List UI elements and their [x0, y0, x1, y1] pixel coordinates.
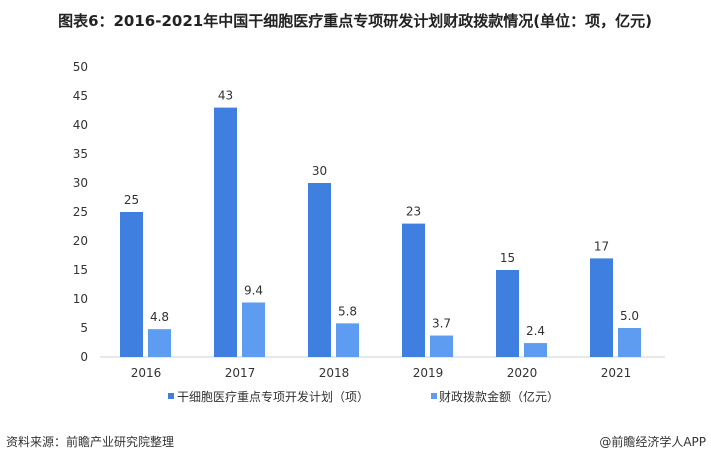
bar-projects	[496, 270, 519, 357]
source-note: 资料来源：前瞻产业研究院整理	[6, 434, 174, 449]
x-axis: 2016 2017 2018 2019 2020 2021	[131, 366, 632, 380]
y-tick-label: 5	[80, 321, 88, 335]
y-tick-label: 40	[73, 118, 88, 132]
y-tick-label: 50	[73, 60, 88, 74]
data-label: 23	[406, 205, 421, 219]
data-label: 3.7	[432, 317, 451, 331]
x-tick-label: 2016	[131, 366, 162, 380]
y-tick-label: 30	[73, 176, 88, 190]
y-tick-label: 15	[73, 263, 88, 277]
data-label: 25	[124, 193, 139, 207]
legend-swatch-funding	[431, 393, 437, 399]
x-tick-label: 2019	[413, 366, 444, 380]
bar-funding	[524, 343, 547, 357]
bar-funding	[242, 302, 265, 357]
y-tick-label: 35	[73, 147, 88, 161]
bars: 25 4.8 43 9.4 30 5.8 23 3.7 15 2.4 17 5.0	[120, 89, 641, 357]
legend: 干细胞医疗重点专项开发计划（项） 财政拨款金额（亿元）	[168, 389, 559, 404]
y-tick-label: 20	[73, 234, 88, 248]
chart-title: 图表6：2016-2021年中国干细胞医疗重点专项研发计划财政拨款情况(单位：项…	[58, 12, 652, 30]
legend-label-projects: 干细胞医疗重点专项开发计划（项）	[177, 389, 369, 404]
y-axis: 0 5 10 15 20 25 30 35 40 45 50	[73, 60, 88, 364]
data-label: 9.4	[244, 283, 263, 297]
x-tick-label: 2017	[225, 366, 256, 380]
data-label: 5.0	[620, 309, 639, 323]
bar-funding	[618, 328, 641, 357]
bar-funding	[148, 329, 171, 357]
bar-projects	[120, 212, 143, 357]
bar-funding	[430, 335, 453, 357]
legend-label-funding: 财政拨款金额（亿元）	[439, 389, 559, 404]
bar-projects	[214, 107, 237, 357]
data-label: 4.8	[150, 310, 169, 324]
x-tick-label: 2020	[507, 366, 538, 380]
y-tick-label: 45	[73, 89, 88, 103]
y-tick-label: 0	[80, 350, 88, 364]
x-tick-label: 2021	[601, 366, 632, 380]
bar-projects	[308, 183, 331, 357]
y-tick-label: 25	[73, 205, 88, 219]
data-label: 17	[594, 239, 609, 253]
bar-projects	[590, 258, 613, 357]
data-label: 5.8	[338, 304, 357, 318]
data-label: 30	[312, 164, 327, 178]
y-tick-label: 10	[73, 292, 88, 306]
data-label: 43	[218, 89, 233, 103]
credit-note: @前瞻经济学人APP	[599, 434, 706, 449]
data-label: 15	[500, 251, 515, 265]
bar-projects	[402, 223, 425, 357]
legend-swatch-projects	[168, 393, 174, 399]
x-tick-label: 2018	[319, 366, 350, 380]
bar-funding	[336, 323, 359, 357]
data-label: 2.4	[526, 324, 545, 338]
